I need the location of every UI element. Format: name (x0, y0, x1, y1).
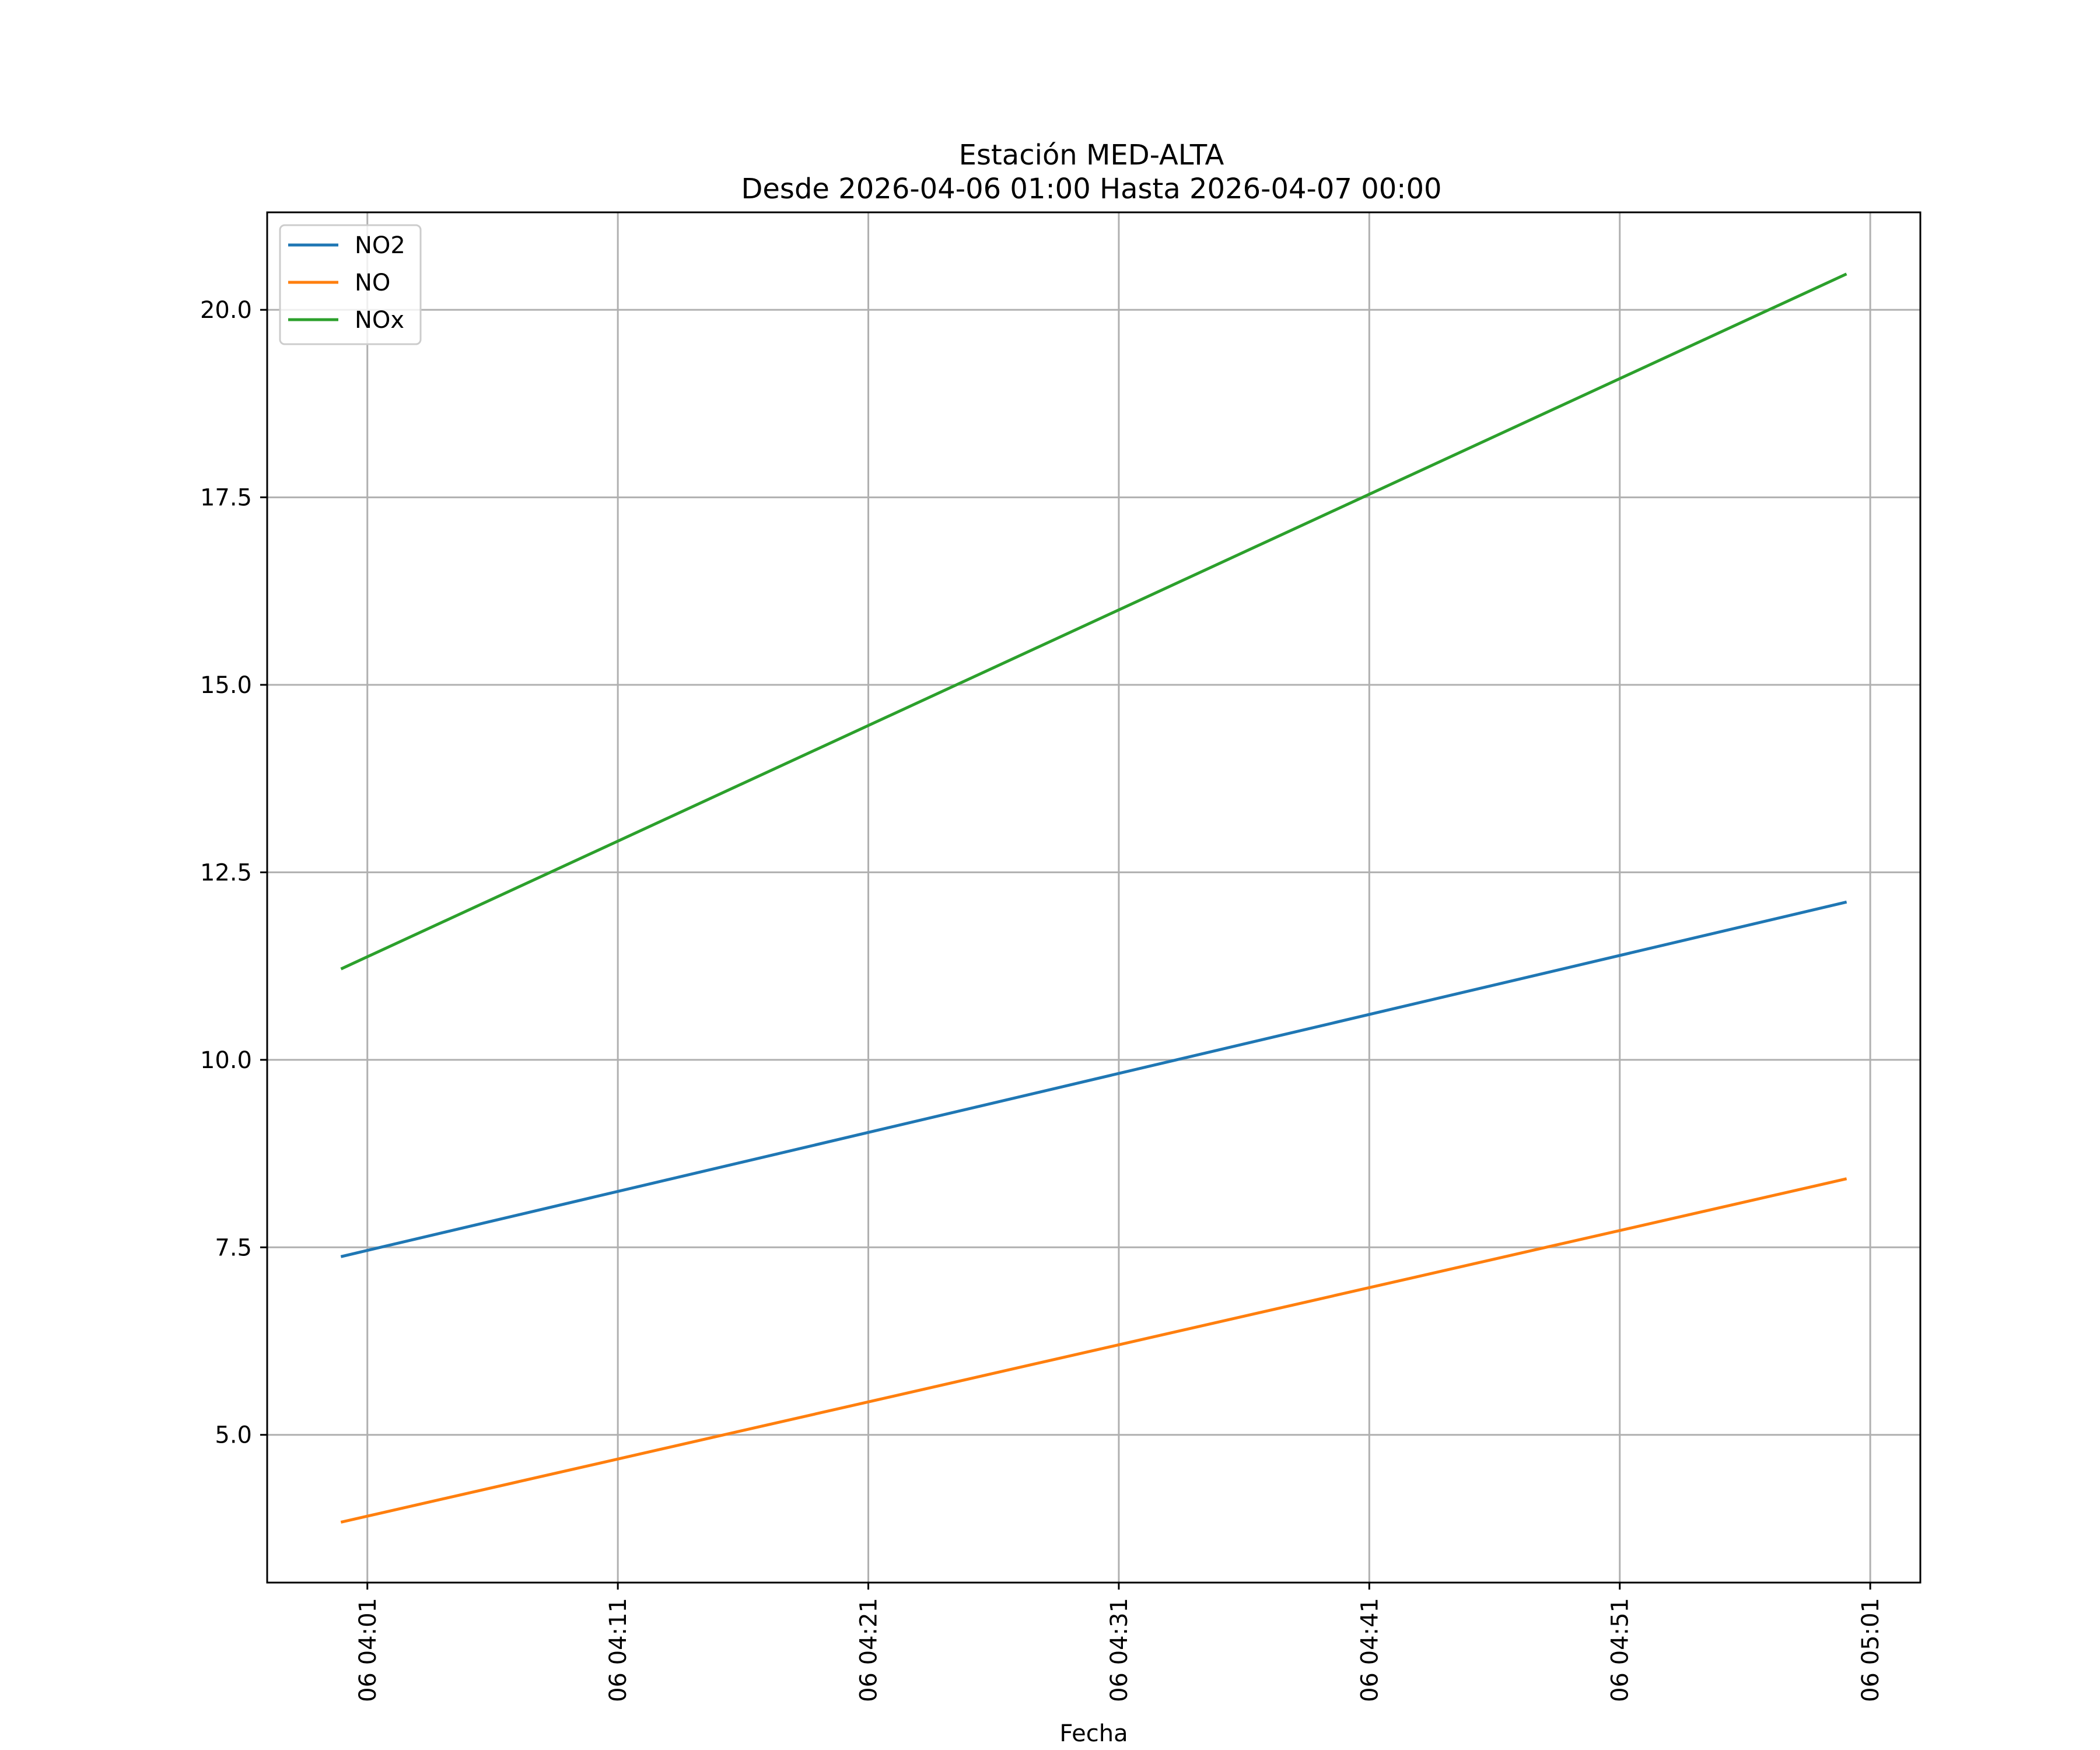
x-tick-label: 06 04:51 (1607, 1598, 1634, 1702)
x-axis: 06 04:01 06 04:11 06 04:21 06 04:31 06 04:41… (355, 1583, 1884, 1702)
series-lines (340, 272, 1847, 1524)
y-tick-label: 12.5 (200, 859, 252, 886)
x-tick-label: 06 04:11 (605, 1598, 632, 1702)
x-tick-label: 06 04:41 (1356, 1598, 1383, 1702)
y-tick-label: 20.0 (200, 297, 252, 324)
y-axis: 5.0 7.5 10.0 12.5 15.0 17.5 20.0 (200, 297, 267, 1449)
plot-area-frame (266, 211, 1922, 1584)
series-line-no (340, 1177, 1847, 1524)
y-tick-label: 5.0 (215, 1422, 252, 1449)
x-tick-label: 06 04:01 (355, 1598, 382, 1702)
x-tick-label: 06 04:31 (1106, 1598, 1133, 1702)
series-line-nox (340, 272, 1847, 971)
legend-label-no2: NO2 (355, 232, 405, 259)
y-tick-label: 15.0 (200, 672, 252, 699)
y-tick-label: 10.0 (200, 1047, 252, 1074)
legend-label-no: NO (355, 270, 390, 296)
chart-title: Estación MED-ALTA (959, 139, 1224, 172)
legend: NO2 NO NOx (279, 224, 422, 345)
series-line-no2 (340, 900, 1847, 1258)
legend-frame (279, 224, 422, 345)
x-tick-label: 06 05:01 (1857, 1598, 1884, 1702)
chart-subtitle: Desde 2026-04-06 01:00 Hasta 2026-04-07 … (741, 173, 1441, 205)
x-axis-label: Fecha (1059, 1720, 1128, 1747)
gridlines (267, 212, 1920, 1583)
legend-label-nox: NOx (355, 307, 404, 334)
y-tick-label: 17.5 (200, 485, 252, 512)
x-tick-label: 06 04:21 (856, 1598, 883, 1702)
y-tick-label: 7.5 (215, 1234, 252, 1261)
